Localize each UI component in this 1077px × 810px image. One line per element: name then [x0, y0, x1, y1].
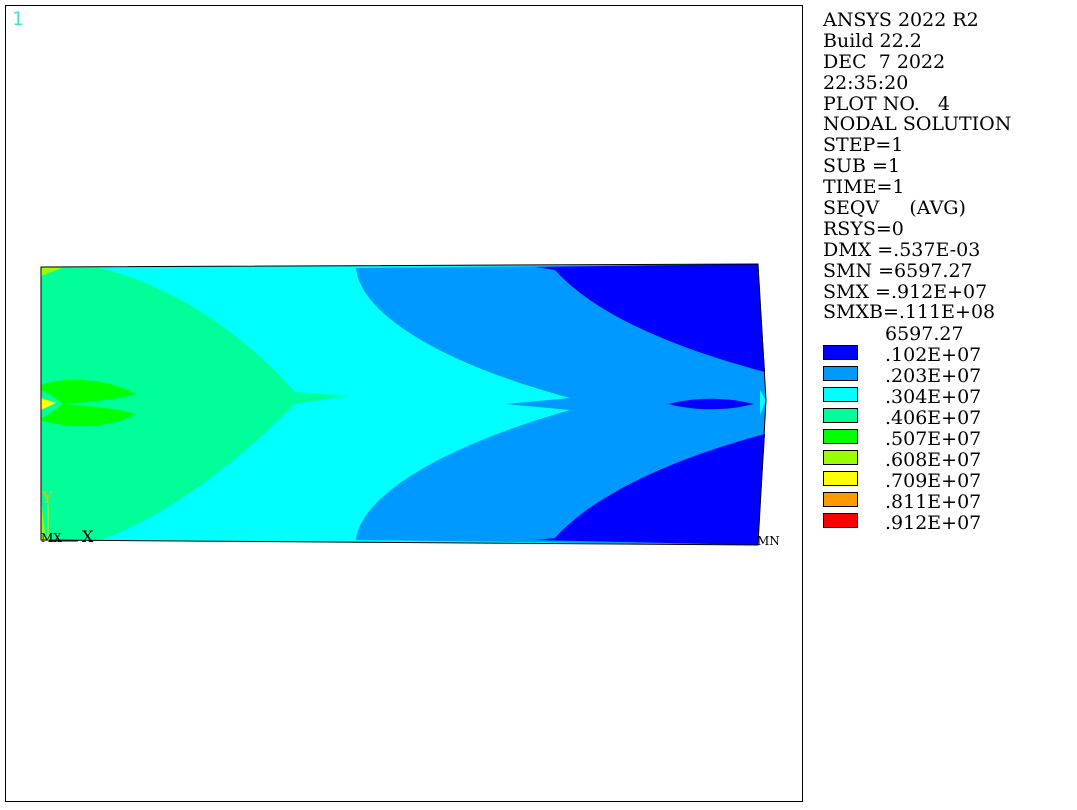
axis-label-x: X — [82, 527, 94, 546]
info-line: 22:35:20 — [823, 71, 909, 94]
legend-label: .912E+07 — [885, 512, 982, 534]
info-line: SMN =6597.27 — [823, 259, 973, 282]
legend-label: .203E+07 — [885, 365, 982, 387]
contour-band-blue-lower — [535, 434, 765, 545]
info-panel: ANSYS 2022 R2 Build 22.2 DEC 7 2022 22:35:2… — [823, 10, 1073, 323]
info-line: NODAL SOLUTION — [823, 113, 1012, 136]
legend-swatch — [823, 366, 858, 381]
info-line: DEC 7 2022 — [823, 50, 946, 73]
contour-band-green-upper — [41, 379, 136, 404]
legend-swatch — [823, 513, 858, 528]
model-outline — [40, 263, 767, 546]
legend-row: .912E+07 — [823, 513, 1063, 534]
legend-row: .507E+07 — [823, 429, 1063, 450]
window-number: 1 — [12, 8, 24, 30]
min-marker: MN — [757, 534, 780, 548]
legend-row: .102E+07 — [823, 345, 1063, 366]
legend-label: .811E+07 — [885, 491, 982, 513]
contour-band-cyan-tip — [760, 390, 766, 415]
contour-legend: .102E+07.203E+07.304E+07.406E+07.507E+07… — [823, 345, 1063, 534]
contour-band-green-lower — [41, 404, 136, 427]
contour-band-blue-upper — [535, 264, 765, 372]
info-line: Build 22.2 — [823, 29, 922, 52]
contour-band-lime-top — [41, 267, 62, 276]
info-line: TIME=1 — [823, 176, 905, 199]
legend-min-label: 6597.27 — [885, 323, 964, 345]
legend-swatch — [823, 429, 858, 444]
legend-label: .709E+07 — [885, 470, 982, 492]
info-line: ANSYS 2022 R2 — [823, 9, 979, 31]
legend-row: .203E+07 — [823, 366, 1063, 387]
contour-band-blue-center — [668, 398, 754, 410]
info-line: SMXB=.111E+08 — [823, 301, 996, 324]
legend-row: .709E+07 — [823, 471, 1063, 492]
legend-row: .406E+07 — [823, 408, 1063, 429]
contour-band-lime-corner — [41, 500, 46, 540]
info-line: SEQV (AVG) — [823, 197, 966, 220]
legend-label: .608E+07 — [885, 449, 982, 471]
legend-swatch — [823, 450, 858, 465]
legend-label: .507E+07 — [885, 428, 982, 450]
legend-row: .304E+07 — [823, 387, 1063, 408]
info-line: DMX =.537E-03 — [823, 238, 981, 261]
info-line: PLOT NO. 4 — [823, 92, 951, 115]
legend-swatch — [823, 492, 858, 507]
contour-plot[interactable]: Y X MX MN — [0, 0, 805, 805]
contour-band-yellow-left — [41, 398, 56, 410]
info-line: RSYS=0 — [823, 217, 904, 240]
legend-swatch — [823, 345, 858, 360]
legend-swatch — [823, 471, 858, 486]
legend-row: .608E+07 — [823, 450, 1063, 471]
info-line: SUB =1 — [823, 155, 901, 178]
axis-label-y: Y — [41, 488, 53, 507]
contour-band-seagreen — [41, 267, 348, 540]
info-line: SMX =.912E+07 — [823, 280, 988, 303]
max-marker: MX — [41, 531, 62, 545]
legend-label: .102E+07 — [885, 344, 982, 366]
legend-label: .304E+07 — [885, 386, 982, 408]
legend-label: .406E+07 — [885, 407, 982, 429]
info-line: STEP=1 — [823, 134, 904, 157]
legend-swatch — [823, 387, 858, 402]
legend-row: .811E+07 — [823, 492, 1063, 513]
legend-swatch — [823, 408, 858, 423]
